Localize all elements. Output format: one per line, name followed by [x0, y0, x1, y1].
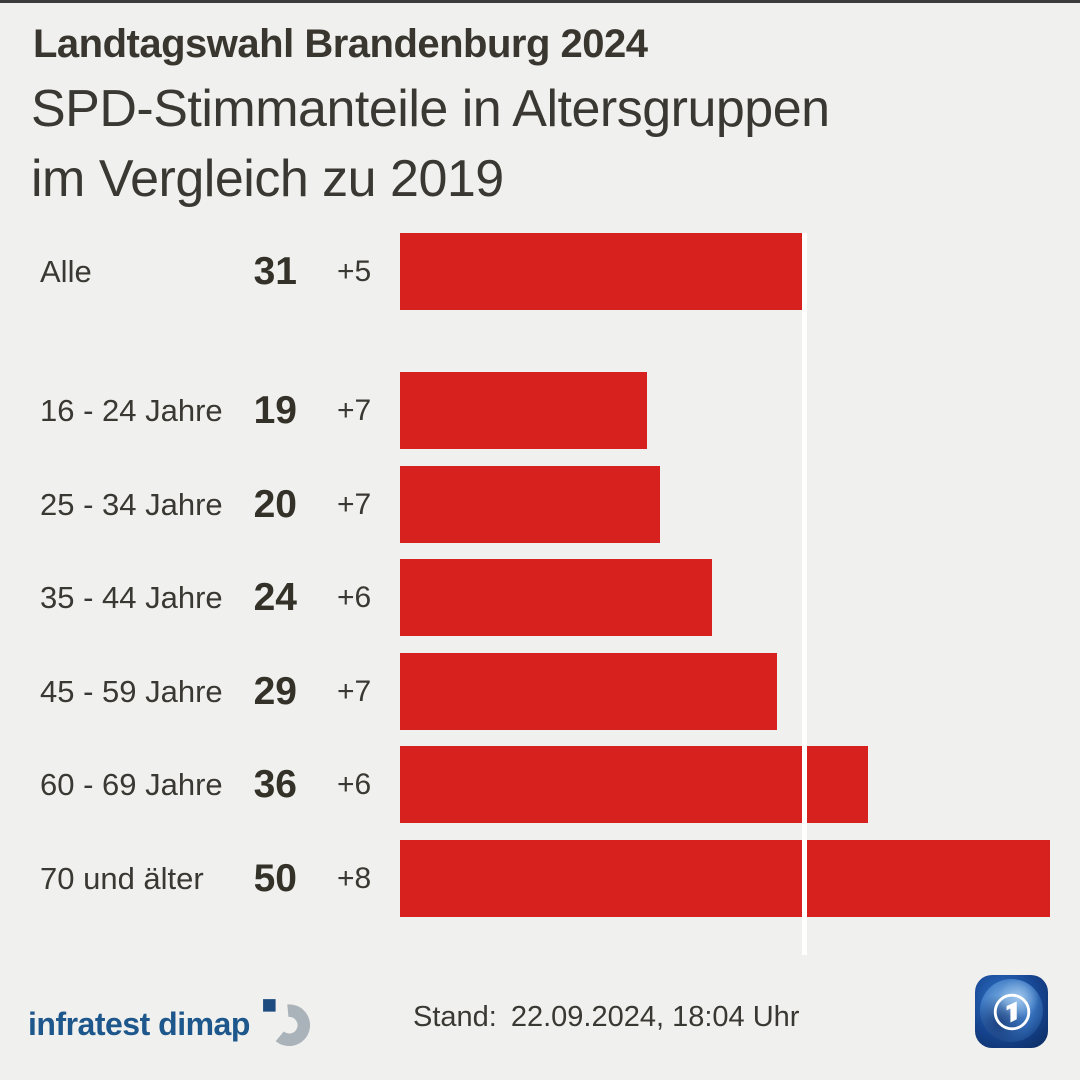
- chart-row: 25 - 34 Jahre 20 +7: [0, 466, 1080, 543]
- row-bar: [400, 372, 647, 449]
- chart-row: Alle 31 +5: [0, 233, 1080, 310]
- row-change: +8: [337, 861, 372, 895]
- chart-kicker: Landtagswahl Brandenburg 2024: [33, 22, 648, 66]
- row-bar: [400, 233, 803, 310]
- chart-title: SPD-Stimmanteile in Altersgruppen im Ver…: [31, 74, 830, 214]
- row-change: +7: [337, 393, 372, 427]
- row-value: 29: [253, 669, 297, 713]
- row-value: 19: [253, 388, 297, 432]
- row-label: 45 - 59 Jahre: [40, 673, 223, 709]
- infratest-dimap-logo-text: infratest dimap: [28, 1006, 250, 1042]
- chart-row: 70 und älter 50 +8: [0, 840, 1080, 917]
- row-label: 70 und älter: [40, 860, 204, 896]
- row-value: 24: [253, 575, 297, 619]
- chart-title-line2: im Vergleich zu 2019: [31, 150, 504, 208]
- reference-line: [802, 233, 807, 955]
- row-bar: [400, 746, 868, 823]
- row-label: 35 - 44 Jahre: [40, 579, 223, 615]
- row-bar: [400, 466, 660, 543]
- chart-row: 16 - 24 Jahre 19 +7: [0, 372, 1080, 449]
- row-label: Alle: [40, 253, 92, 289]
- row-label: 16 - 24 Jahre: [40, 392, 223, 428]
- row-value: 31: [253, 249, 297, 293]
- row-value: 20: [253, 482, 297, 526]
- ard-das-erste-logo-icon: [975, 975, 1048, 1048]
- row-value: 50: [253, 856, 297, 900]
- row-bar: [400, 559, 712, 636]
- timestamp: Stand: 22.09.2024, 18:04 Uhr: [413, 1001, 799, 1034]
- row-bar: [400, 840, 1050, 917]
- chart-row: 35 - 44 Jahre 24 +6: [0, 559, 1080, 636]
- timestamp-label: Stand:: [413, 1001, 497, 1033]
- timestamp-value: 22.09.2024, 18:04 Uhr: [510, 1001, 800, 1033]
- row-change: +7: [337, 674, 372, 708]
- row-label: 25 - 34 Jahre: [40, 486, 223, 522]
- row-label: 60 - 69 Jahre: [40, 766, 223, 802]
- infratest-dimap-logo: infratest dimap: [28, 994, 310, 1048]
- row-change: +6: [337, 767, 372, 801]
- chart-row: 60 - 69 Jahre 36 +6: [0, 746, 1080, 823]
- row-change: +7: [337, 487, 372, 521]
- row-bar: [400, 653, 777, 730]
- chart-title-line1: SPD-Stimmanteile in Altersgruppen: [31, 80, 830, 138]
- ard-one-icon: [993, 993, 1030, 1030]
- infratest-dimap-mark-icon: [262, 999, 310, 1046]
- row-change: +6: [337, 580, 372, 614]
- top-border-strip: [0, 0, 1080, 3]
- row-change: +5: [337, 254, 372, 288]
- row-value: 36: [253, 762, 297, 806]
- chart-row: 45 - 59 Jahre 29 +7: [0, 653, 1080, 730]
